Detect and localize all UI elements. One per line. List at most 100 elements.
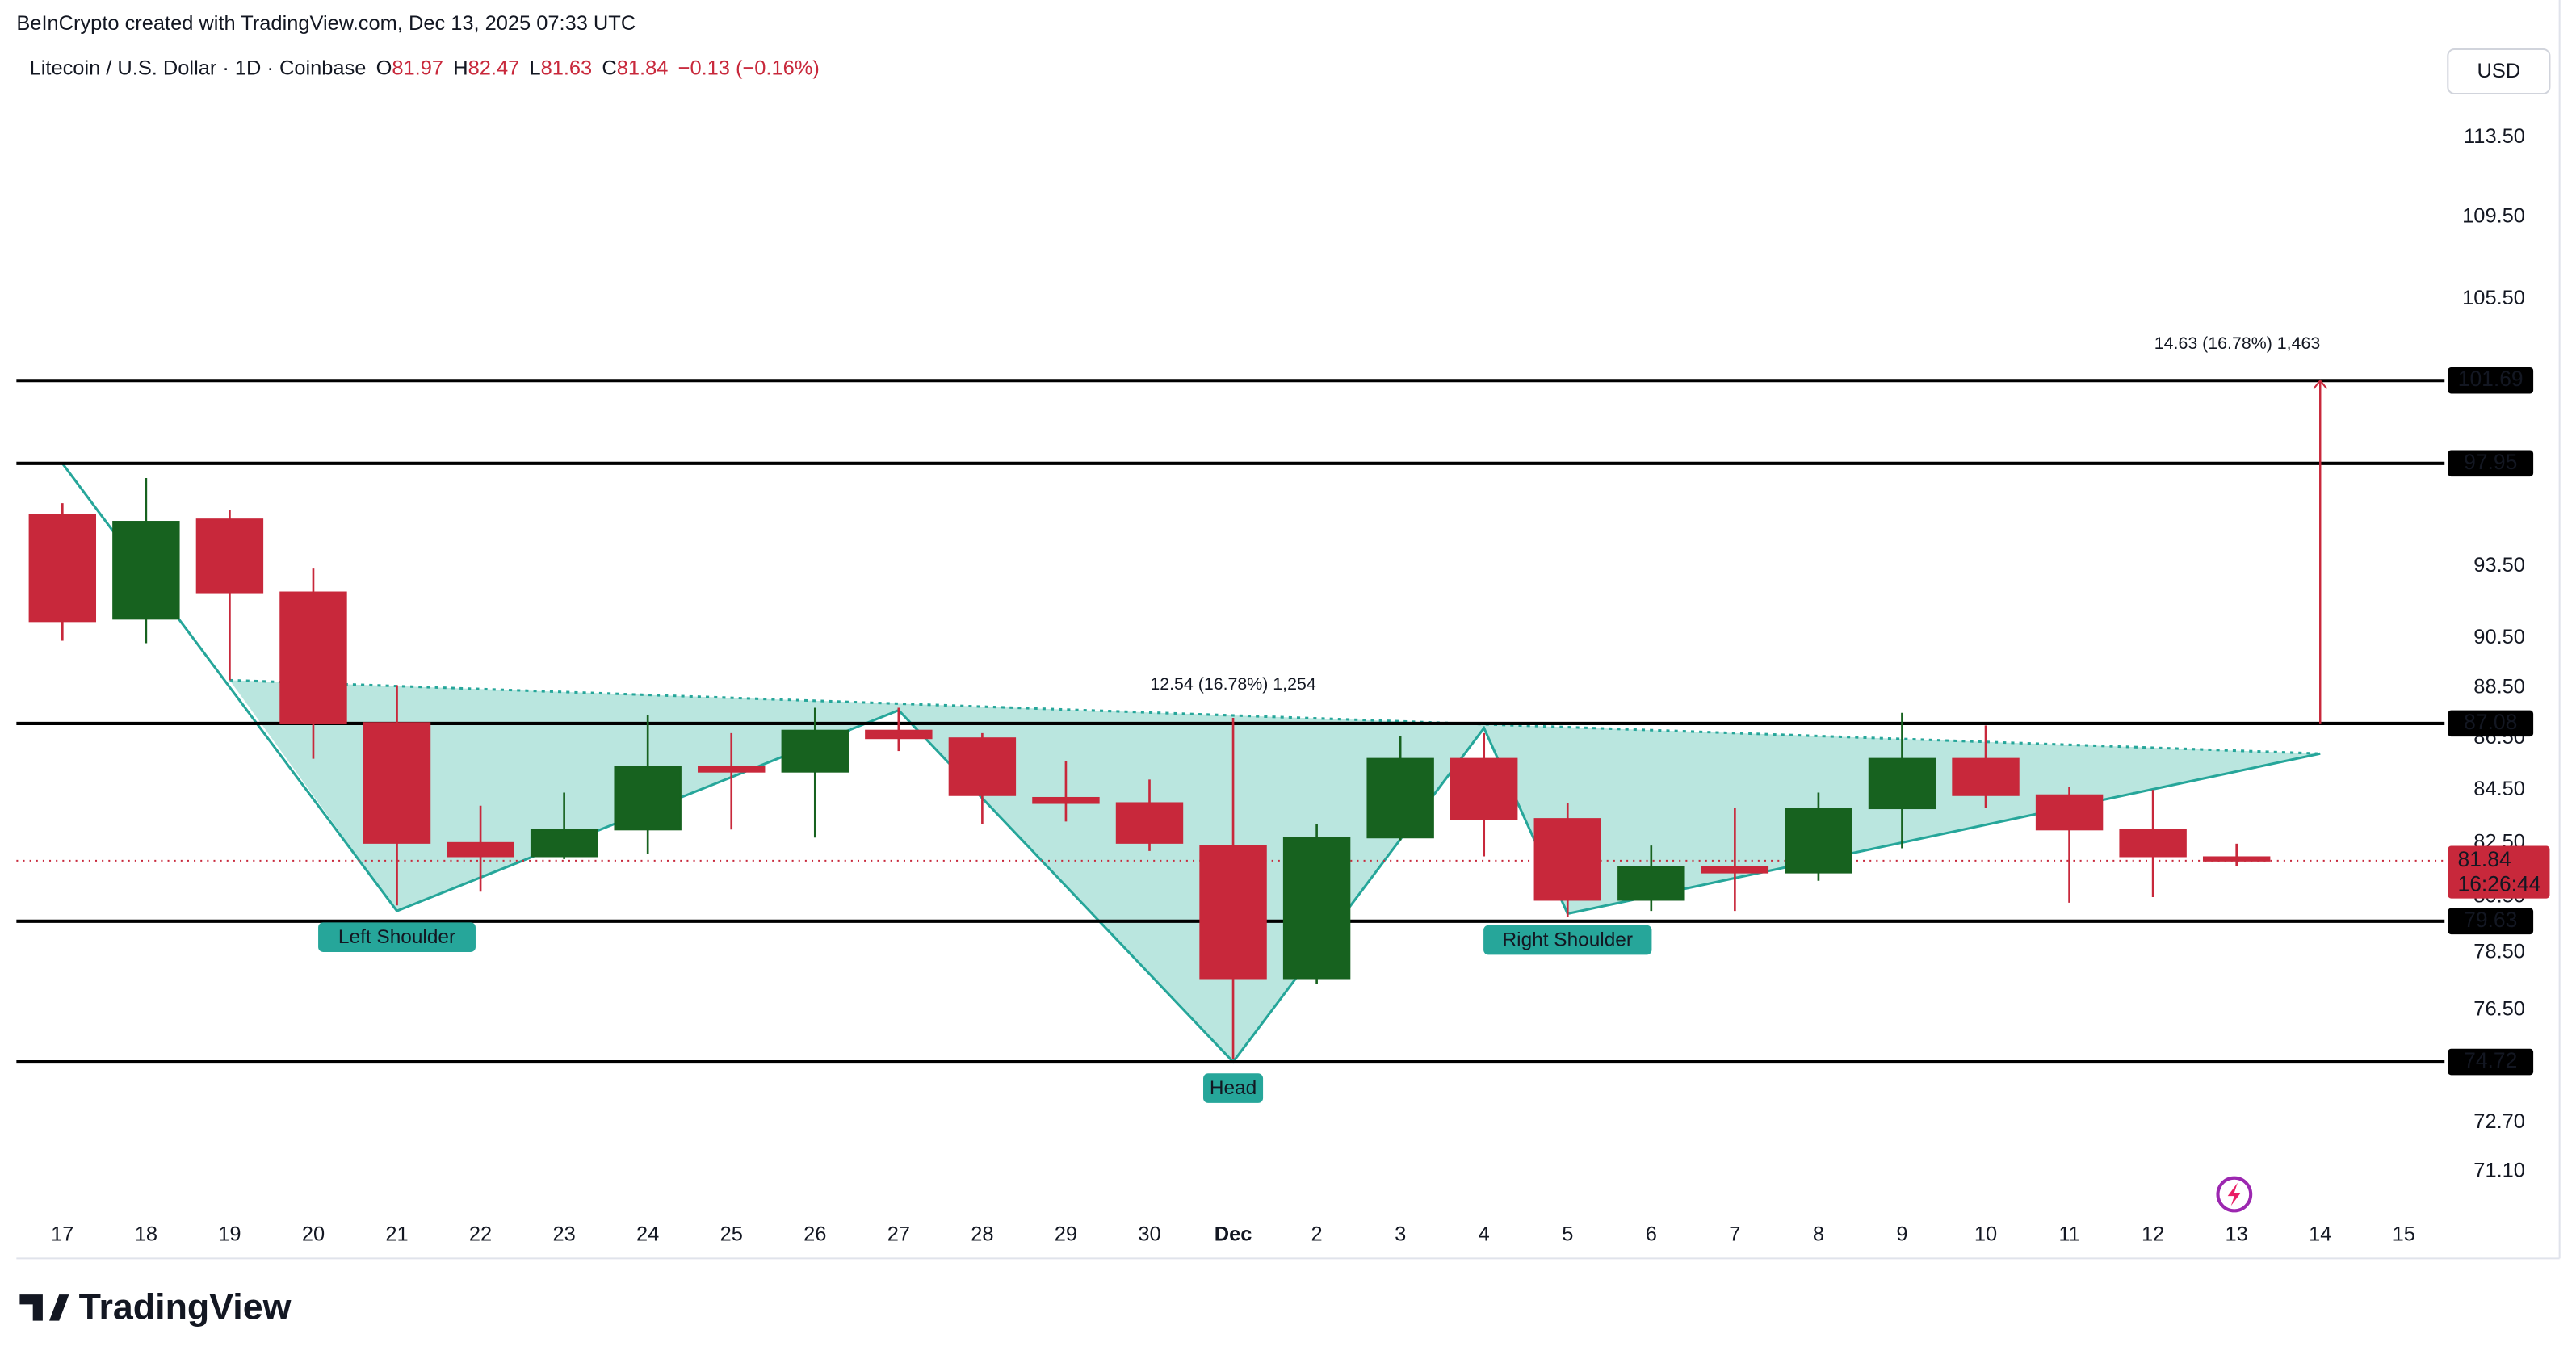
x-tick-label: 11 — [2058, 1223, 2079, 1246]
x-tick-label: 5 — [1562, 1223, 1573, 1246]
pattern-label-box — [1483, 925, 1652, 955]
pattern-label-box — [1203, 1073, 1264, 1103]
change: −0.13 (−0.16%) — [678, 57, 820, 79]
candle-body — [698, 766, 766, 773]
candle-body — [1868, 757, 1936, 810]
candle-body — [1617, 866, 1685, 901]
candle-body — [1450, 757, 1518, 820]
x-tick-label: 7 — [1729, 1223, 1740, 1246]
x-tick-label: 17 — [51, 1223, 73, 1246]
x-tick-label: 6 — [1646, 1223, 1657, 1246]
x-tick-label: 9 — [1896, 1223, 1907, 1246]
neckline — [229, 678, 2321, 755]
candle-body — [112, 521, 180, 620]
candle-body — [1366, 757, 1434, 839]
credit: BeInCrypto created with TradingView.com,… — [16, 12, 636, 35]
measure-label: 12.54 (16.78%) 1,254 — [1150, 674, 1316, 694]
level-label: 101.69 — [2458, 367, 2524, 391]
h-label: H — [453, 57, 468, 79]
arrow-head — [2313, 379, 2328, 390]
level-label-box — [2448, 450, 2534, 477]
x-tick-label: 2 — [1311, 1223, 1323, 1246]
l-label: L — [529, 57, 540, 79]
brand: TradingView — [79, 1286, 292, 1327]
candle-body — [530, 829, 598, 858]
x-tick-label: 26 — [803, 1223, 826, 1246]
y-tick-label: 88.50 — [2473, 675, 2525, 698]
y-tick-label: 84.50 — [2473, 778, 2525, 800]
alert-circle[interactable] — [2216, 1176, 2253, 1213]
x-tick-label: 8 — [1813, 1223, 1824, 1246]
x-tick-label: 22 — [469, 1223, 492, 1246]
x-tick-label: 3 — [1395, 1223, 1406, 1246]
x-tick-label: 18 — [135, 1223, 157, 1246]
x-tick-label: Dec — [1215, 1223, 1252, 1246]
alert-icon[interactable] — [2216, 1176, 2253, 1213]
level-label-box — [2448, 1048, 2534, 1076]
level-label: 97.95 — [2464, 450, 2517, 474]
symbol: Litecoin / U.S. Dollar · 1D · Coinbase — [30, 57, 367, 79]
candle-body — [2119, 829, 2187, 858]
candle-body — [1282, 837, 1351, 980]
x-tick-label: 21 — [385, 1223, 408, 1246]
x-tick-label: 15 — [2393, 1223, 2415, 1246]
last-price-label: 81.84 — [2458, 847, 2511, 871]
y-tick-label: 72.70 — [2473, 1110, 2525, 1133]
plot — [16, 379, 2445, 1064]
pattern-label-box — [318, 922, 476, 952]
candle-body — [781, 729, 849, 773]
c-value: 81.84 — [617, 57, 669, 79]
y-tick-label: 76.50 — [2473, 997, 2525, 1020]
candle-body — [1785, 808, 1852, 874]
candle-body — [279, 591, 347, 724]
x-tick-label: 20 — [302, 1223, 325, 1246]
candle-body — [1701, 866, 1769, 874]
candle-body — [363, 722, 431, 844]
alert-bolt[interactable] — [2227, 1182, 2241, 1206]
candle-body — [614, 766, 682, 831]
candle-body — [1032, 796, 1100, 804]
y-tick-label: 71.10 — [2473, 1160, 2525, 1182]
level-label-box — [2448, 908, 2534, 935]
level-label: 74.72 — [2464, 1048, 2517, 1072]
candle-body — [948, 737, 1017, 796]
currency[interactable]: USD — [2477, 60, 2521, 82]
currency-box[interactable] — [2447, 48, 2551, 94]
o-label: O — [376, 57, 392, 79]
y-tick-label: 93.50 — [2473, 554, 2525, 577]
candle-body — [1199, 845, 1267, 980]
x-tick-label: 13 — [2226, 1223, 2248, 1246]
candle-body — [865, 729, 933, 740]
x-tick-label: 10 — [1974, 1223, 1997, 1246]
candle-body — [195, 518, 264, 594]
candle-body — [2035, 794, 2104, 831]
x-tick-label: 30 — [1138, 1223, 1160, 1246]
level-label: 79.63 — [2464, 908, 2517, 932]
x-tick-label: 24 — [636, 1223, 659, 1246]
y-tick-label: 105.50 — [2462, 287, 2525, 309]
y-tick-label: 109.50 — [2462, 204, 2525, 227]
x-tick-label: 19 — [218, 1223, 241, 1246]
y-tick-label: 90.50 — [2473, 626, 2525, 648]
candle-body — [1115, 802, 1184, 844]
level-label-box — [2448, 710, 2534, 737]
candle-body — [28, 514, 97, 623]
candle-body — [447, 841, 514, 858]
countdown: 16:26:44 — [2458, 871, 2541, 896]
c-label: C — [602, 57, 616, 79]
x-tick-label: 29 — [1055, 1223, 1077, 1246]
pattern-label: Head — [1210, 1077, 1257, 1099]
candle-body — [1952, 757, 2020, 796]
l-value: 81.63 — [541, 57, 593, 79]
level-label: 87.08 — [2464, 710, 2517, 734]
pattern-label: Right Shoulder — [1503, 929, 1633, 951]
y-tick-label: 113.50 — [2464, 125, 2525, 148]
x-tick-label: 27 — [887, 1223, 910, 1246]
x-tick-label: 12 — [2142, 1223, 2164, 1246]
ohlc-readout: Litecoin / U.S. Dollar · 1D · Coinbase O 8… — [30, 57, 820, 79]
last-price-box — [2448, 845, 2550, 899]
x-tick-label: 28 — [971, 1223, 993, 1246]
